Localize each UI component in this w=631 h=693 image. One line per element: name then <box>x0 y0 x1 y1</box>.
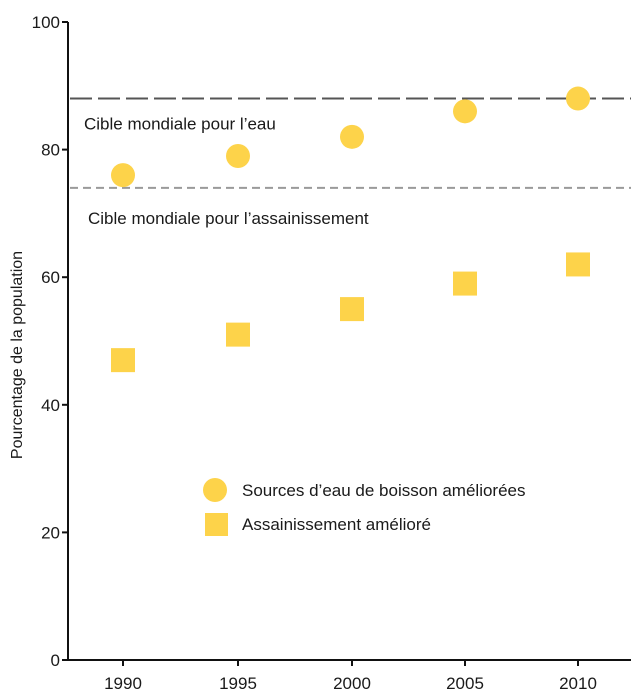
legend-marker-water <box>203 478 227 502</box>
x-tick-label: 1990 <box>104 674 142 693</box>
water-point <box>340 124 364 149</box>
y-tick-label: 100 <box>32 13 60 32</box>
y-tick-label: 80 <box>41 141 60 160</box>
x-tick-label: 1995 <box>219 674 257 693</box>
water-point <box>566 86 590 111</box>
x-tick-label: 2005 <box>446 674 484 693</box>
x-ticks: 1990 1995 2000 2005 2010 <box>104 660 597 693</box>
sanitation-point <box>226 322 250 347</box>
target-line-label: Cible mondiale pour l’eau <box>84 115 276 134</box>
y-tick-label: 40 <box>41 396 60 415</box>
water-point <box>226 143 250 168</box>
y-ticks: 0 20 40 60 80 100 <box>32 13 68 670</box>
water-point <box>453 99 477 124</box>
y-tick-label: 60 <box>41 268 60 287</box>
reference-lines: Cible mondiale pour l’eau Cible mondiale … <box>70 97 631 228</box>
sanitation-point <box>453 271 477 296</box>
sanitation-point <box>340 297 364 322</box>
sanitation-point <box>566 252 590 277</box>
y-tick-label: 20 <box>41 523 60 542</box>
legend-marker-sanitation <box>205 513 228 536</box>
x-tick-label: 2010 <box>559 674 597 693</box>
data-points <box>111 86 590 373</box>
x-tick-label: 2000 <box>333 674 371 693</box>
legend-label-water: Sources d’eau de boisson améliorées <box>242 481 526 500</box>
y-axis-title: Pourcentage de la population <box>9 251 26 459</box>
target-line-label: Cible mondiale pour l’assainissement <box>88 209 369 228</box>
legend: Sources d’eau de boisson améliorées Assa… <box>203 478 526 536</box>
water-point <box>111 163 135 188</box>
legend-label-sanitation: Assainissement amélioré <box>242 515 431 534</box>
y-tick-label: 0 <box>51 651 60 670</box>
sanitation-point <box>111 348 135 373</box>
